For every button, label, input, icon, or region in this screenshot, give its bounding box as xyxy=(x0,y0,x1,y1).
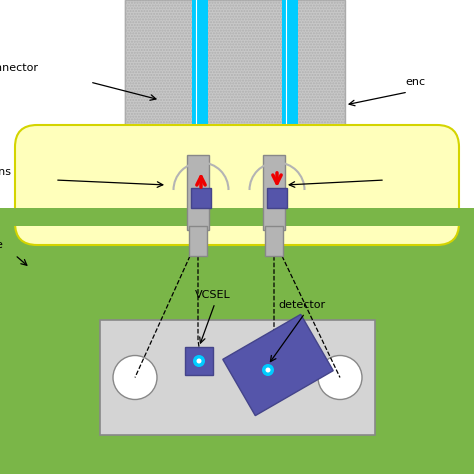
Bar xyxy=(191,188,211,208)
Text: detector: detector xyxy=(278,300,325,310)
Bar xyxy=(125,0,345,200)
Ellipse shape xyxy=(262,364,274,376)
Bar xyxy=(282,0,298,215)
FancyBboxPatch shape xyxy=(15,125,459,245)
Polygon shape xyxy=(223,314,333,416)
Bar xyxy=(265,226,283,256)
Ellipse shape xyxy=(265,367,271,373)
Bar xyxy=(100,320,375,435)
Text: enc: enc xyxy=(405,77,425,87)
Bar xyxy=(189,226,207,256)
Ellipse shape xyxy=(193,355,205,367)
Text: e: e xyxy=(0,240,2,250)
Bar xyxy=(187,155,209,230)
Bar xyxy=(267,188,287,208)
Bar xyxy=(0,208,474,226)
Bar xyxy=(185,347,213,375)
Text: ins: ins xyxy=(0,167,11,177)
Bar xyxy=(192,0,208,215)
Ellipse shape xyxy=(318,356,362,400)
Ellipse shape xyxy=(113,356,157,400)
Ellipse shape xyxy=(197,358,201,364)
Bar xyxy=(263,155,285,230)
Text: VCSEL: VCSEL xyxy=(195,290,231,300)
Text: nnector: nnector xyxy=(0,63,38,73)
Bar xyxy=(125,0,345,200)
Bar xyxy=(0,226,474,474)
